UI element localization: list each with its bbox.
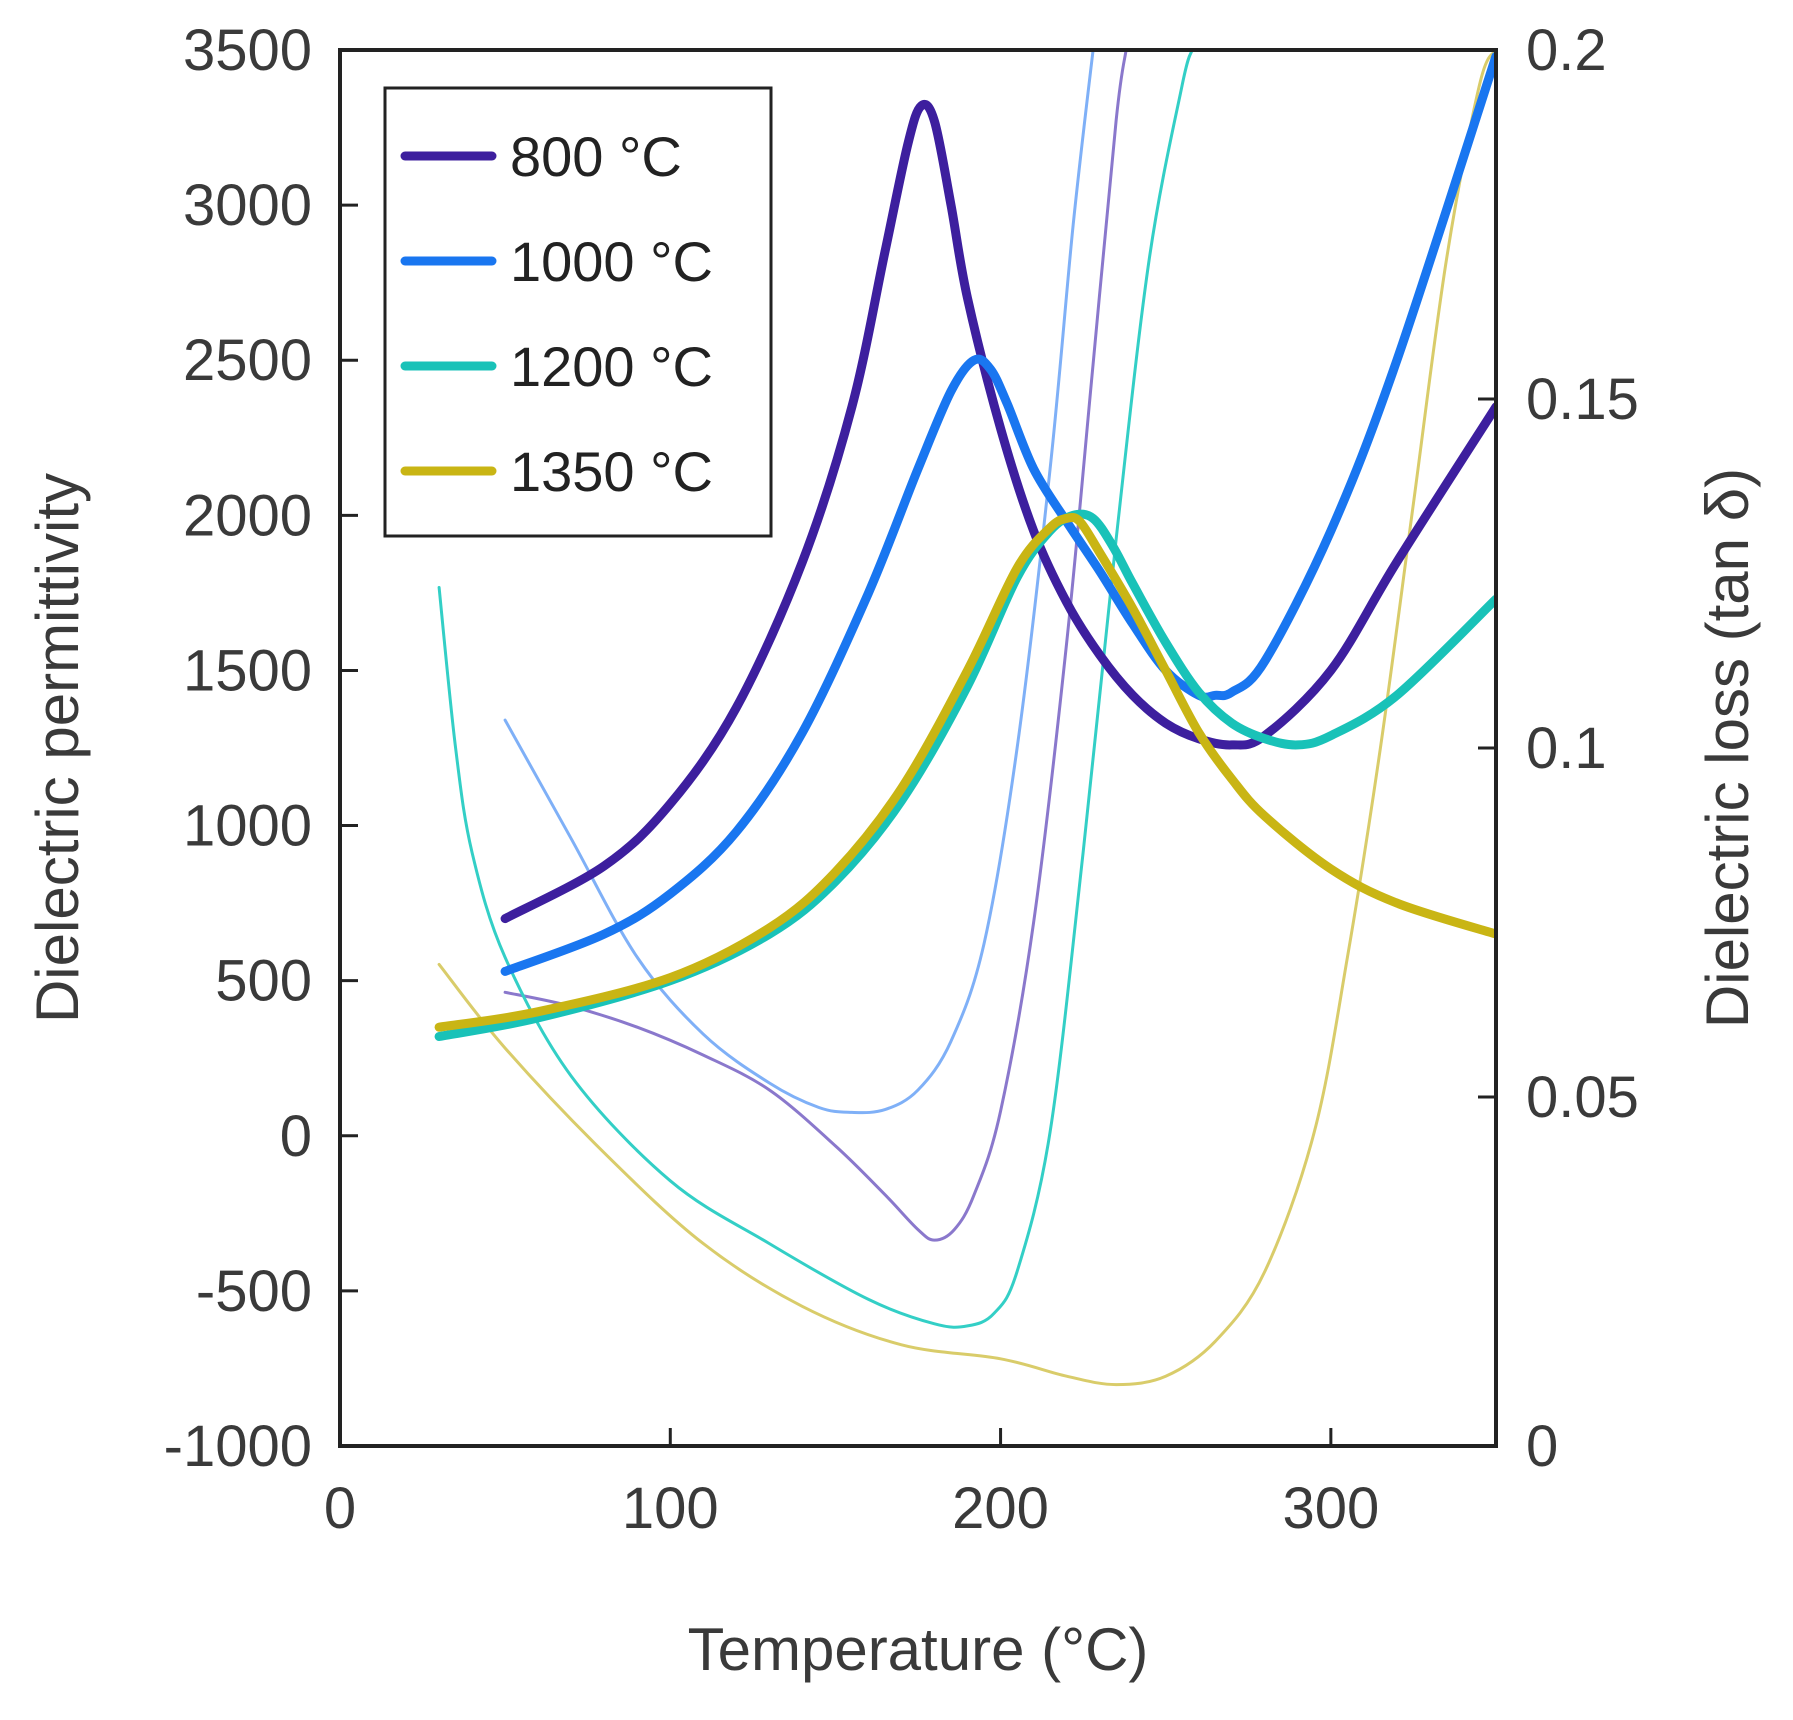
- y-tick-label-left: 1500: [183, 638, 312, 703]
- y-tick-label-left: -1000: [164, 1414, 312, 1479]
- series-line-permittivity-1350-c: [434, 512, 1496, 1032]
- x-axis-title: Temperature (°C): [688, 1616, 1149, 1683]
- y-tick-label-right: 0.05: [1526, 1065, 1639, 1130]
- y-tick-label-right: 0.2: [1526, 18, 1607, 83]
- legend-box: [383, 86, 773, 538]
- legend: 800 °C 1000 °C 1200 °C 1350 °C: [383, 86, 773, 538]
- y-tick-label-left: 3500: [183, 18, 312, 83]
- series-line-loss-1000-c: [503, 50, 1095, 1115]
- y-tick-label-right: 0.1: [1526, 716, 1607, 781]
- x-tick-label: 200: [952, 1476, 1049, 1541]
- series-line-permittivity-1000-c: [500, 51, 1496, 976]
- series-line-loss-1200-c: [437, 50, 1194, 1329]
- series-line-loss-800-c: [503, 50, 1128, 1242]
- y-tick-label-left: 500: [215, 949, 312, 1014]
- y-tick-label-left: 1000: [183, 794, 312, 859]
- y-tick-label-right: 0: [1526, 1414, 1558, 1479]
- y-tick-label-left: 2500: [183, 328, 312, 393]
- x-tick-label: 100: [622, 1476, 719, 1541]
- series-line-loss-1350-c: [437, 50, 1496, 1387]
- legend-label-1200-c: 1200 °C: [510, 335, 713, 398]
- series-line-permittivity-800-c: [500, 100, 1496, 924]
- legend-label-800-c: 800 °C: [510, 125, 682, 188]
- legend-label-1000-c: 1000 °C: [510, 230, 713, 293]
- x-tick-label: 0: [324, 1476, 356, 1541]
- y-tick-label-right: 0.15: [1526, 367, 1639, 432]
- series-line-permittivity-1200-c: [434, 509, 1496, 1041]
- x-tick-label: 300: [1282, 1476, 1379, 1541]
- y-axis-title-left: Dielectric permittivity: [24, 473, 91, 1023]
- y-axis-title-right: Dielectric loss (tan δ): [1694, 468, 1761, 1028]
- y-tick-label-left: 2000: [183, 483, 312, 548]
- y-tick-label-left: 0: [280, 1104, 312, 1169]
- y-tick-label-left: 3000: [183, 173, 312, 238]
- axis-ticks: 0 100 200 300 -1000 -500 0 500 1000 1500 2000 2500 3…: [164, 18, 1639, 1541]
- legend-entries: 800 °C 1000 °C 1200 °C 1350 °C: [400, 125, 713, 503]
- legend-label-1350-c: 1350 °C: [510, 440, 713, 503]
- plot-area: [434, 50, 1496, 1387]
- y-tick-label-left: -500: [196, 1259, 312, 1324]
